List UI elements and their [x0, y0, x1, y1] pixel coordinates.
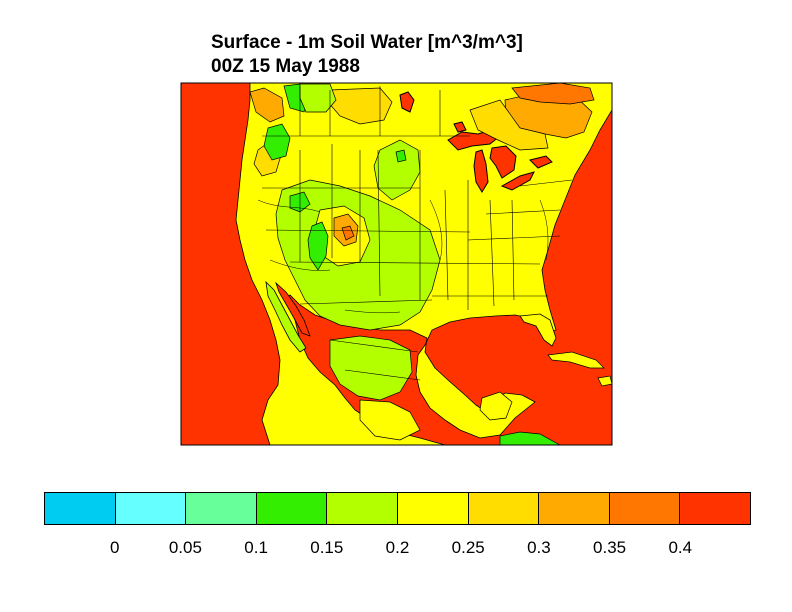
- colorbar-swatch: [45, 493, 116, 524]
- colorbar-swatch: [256, 493, 328, 524]
- map-title: Surface - 1m Soil Water [m^3/m^3]: [211, 32, 523, 53]
- colorbar-tick-label: 0.2: [385, 538, 410, 557]
- colorbar-swatch: [327, 493, 398, 524]
- political-boundaries: [262, 86, 573, 381]
- colorbar-tick-label: 0.15: [310, 538, 344, 557]
- title-block: Surface - 1m Soil Water [m^3/m^3] 00Z 15…: [211, 31, 523, 79]
- yellow-mexico-south: [359, 399, 421, 441]
- gulf-of-california: [275, 281, 311, 337]
- colorbar-swatch: [539, 493, 610, 524]
- hispaniola: [597, 375, 612, 387]
- colorbar-tick-label: 0: [109, 538, 120, 557]
- yellow-yucatan: [479, 391, 513, 421]
- map-date: 00Z 15 May 1988: [211, 56, 360, 77]
- contour-lines: [257, 199, 549, 314]
- colorbar-tick-label: 0.35: [593, 538, 627, 557]
- colorbar-swatch: [609, 493, 681, 524]
- lime-mexico: [329, 335, 413, 401]
- lake-huron: [489, 145, 517, 179]
- colorbar-tick-label: 0.3: [527, 538, 551, 557]
- colorbar-swatch: [468, 493, 540, 524]
- colorbar-tick-label: 0.4: [668, 538, 693, 557]
- lake-nipigon: [453, 121, 467, 133]
- map-border: [180, 82, 613, 446]
- colorbar-tick-label: 0.25: [451, 538, 485, 557]
- colorbar-swatch: [680, 493, 750, 524]
- colorbar-tick-label: 0.1: [244, 538, 268, 557]
- orange-nw-coast: [249, 87, 285, 123]
- colorbar-swatch: [115, 493, 187, 524]
- colorbar: [44, 492, 751, 525]
- colorbar-swatch: [397, 493, 469, 524]
- orange-northeast-top: [511, 83, 595, 105]
- lake-erie: [500, 171, 535, 191]
- cuba: [547, 351, 605, 369]
- lake-ontario: [529, 155, 553, 169]
- green-west: [263, 123, 291, 161]
- colorbar-tick-label: 0.05: [168, 538, 202, 557]
- orange-rockies-core: [341, 225, 355, 241]
- green-great-basin: [307, 221, 329, 271]
- baja-peninsula: [265, 280, 307, 353]
- orange-quebec: [469, 99, 549, 151]
- lake-michigan: [473, 149, 489, 193]
- lime-prairie: [373, 139, 421, 201]
- colorbar-swatch: [186, 493, 257, 524]
- lake-winnipeg: [399, 91, 415, 113]
- florida: [519, 313, 557, 347]
- green-yucatan: [499, 431, 561, 445]
- green-patch-prairie: [395, 149, 407, 163]
